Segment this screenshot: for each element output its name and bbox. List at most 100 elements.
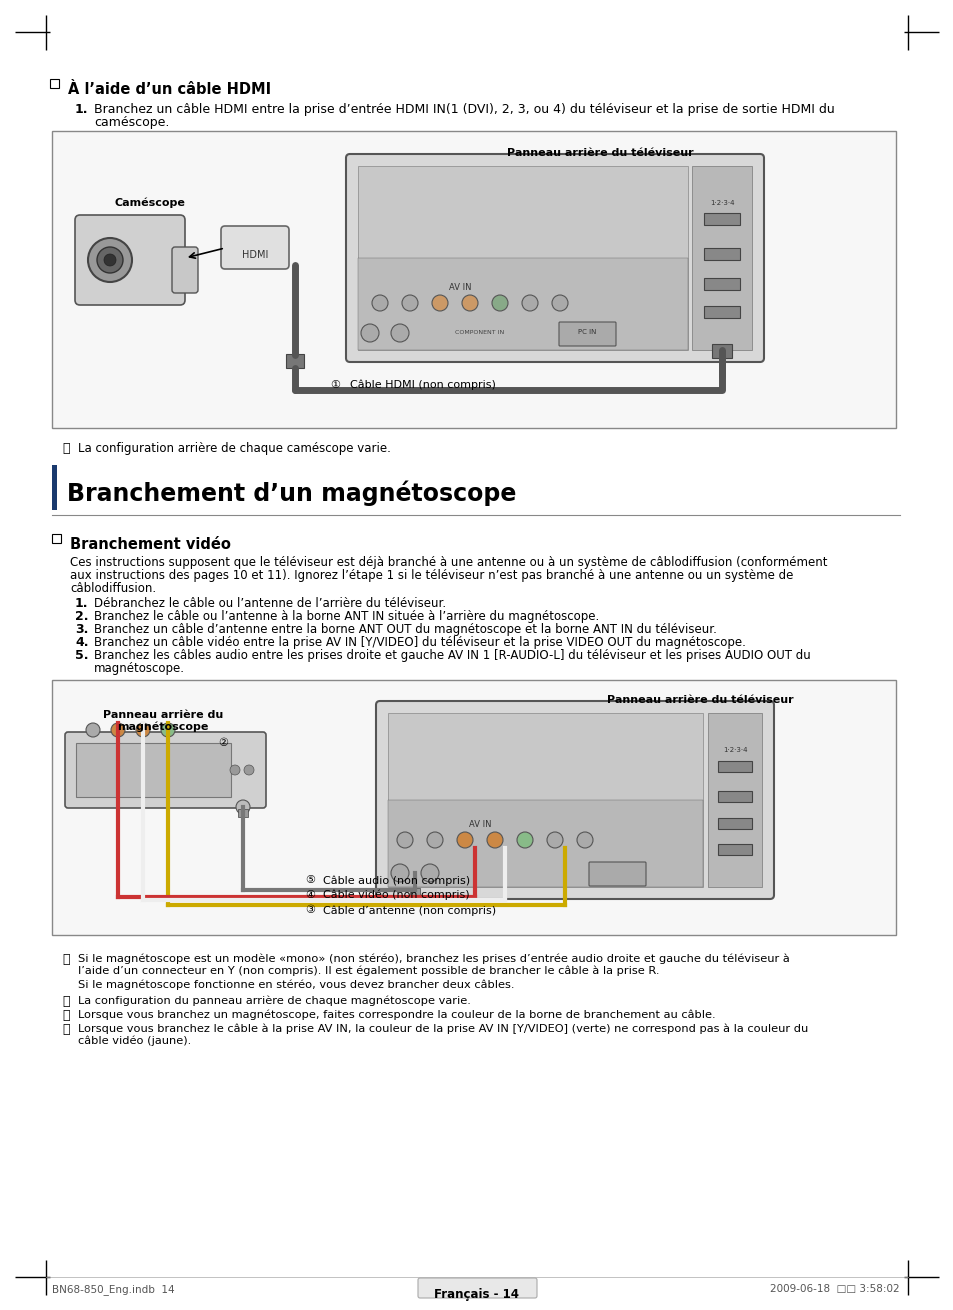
Text: aux instructions des pages 10 et 11). Ignorez l’étape 1 si le téléviseur n’est p: aux instructions des pages 10 et 11). Ig… bbox=[70, 569, 793, 582]
Text: Branchez les câbles audio entre les prises droite et gauche AV IN 1 [R-AUDIO-L] : Branchez les câbles audio entre les pris… bbox=[94, 648, 810, 662]
Circle shape bbox=[456, 832, 473, 848]
Bar bbox=[703, 307, 740, 318]
Bar bbox=[703, 278, 740, 290]
Text: ⑤: ⑤ bbox=[305, 875, 314, 886]
Circle shape bbox=[420, 865, 438, 882]
Text: 1.: 1. bbox=[75, 103, 89, 117]
Text: ⓜ: ⓜ bbox=[62, 441, 70, 455]
FancyBboxPatch shape bbox=[75, 215, 185, 305]
Circle shape bbox=[517, 832, 533, 848]
Text: ③: ③ bbox=[305, 905, 314, 914]
Text: magnétoscope.: magnétoscope. bbox=[94, 662, 185, 675]
Text: caméscope.: caméscope. bbox=[94, 117, 170, 128]
Bar bbox=[52, 534, 61, 544]
Bar bbox=[357, 166, 687, 350]
Text: Débranchez le câble ou l’antenne de l’arrière du téléviseur.: Débranchez le câble ou l’antenne de l’ar… bbox=[94, 597, 446, 610]
FancyBboxPatch shape bbox=[375, 701, 773, 899]
Bar bbox=[711, 345, 731, 358]
Circle shape bbox=[244, 765, 253, 776]
Text: Branchez un câble vidéo entre la prise AV IN [Y/VIDEO] du téléviseur et la prise: Branchez un câble vidéo entre la prise A… bbox=[94, 635, 745, 648]
Circle shape bbox=[552, 295, 567, 310]
Text: À l’aide d’un câble HDMI: À l’aide d’un câble HDMI bbox=[68, 83, 271, 97]
Text: Si le magnétoscope fonctionne en stéréo, vous devez brancher deux câbles.: Si le magnétoscope fonctionne en stéréo,… bbox=[78, 979, 514, 989]
Circle shape bbox=[235, 800, 250, 814]
Text: Lorsque vous branchez le câble à la prise AV IN, la couleur de la prise AV IN [Y: Lorsque vous branchez le câble à la pris… bbox=[78, 1023, 807, 1034]
Circle shape bbox=[230, 765, 240, 776]
Text: Câble audio (non compris): Câble audio (non compris) bbox=[323, 875, 470, 886]
Text: Branchez le câble ou l’antenne à la borne ANT IN située à l’arrière du magnétosc: Branchez le câble ou l’antenne à la born… bbox=[94, 610, 598, 624]
Bar bbox=[357, 258, 687, 350]
Text: 1·2·3·4: 1·2·3·4 bbox=[709, 200, 734, 206]
Text: l’aide d’un connecteur en Y (non compris). Il est également possible de brancher: l’aide d’un connecteur en Y (non compris… bbox=[78, 965, 659, 976]
Text: ⓜ: ⓜ bbox=[62, 996, 70, 1007]
Text: Ces instructions supposent que le téléviseur est déjà branché à une antenne ou à: Ces instructions supposent que le télévi… bbox=[70, 555, 826, 569]
Bar bbox=[52, 680, 895, 935]
Text: PC IN: PC IN bbox=[578, 329, 596, 335]
Bar bbox=[703, 214, 740, 225]
Bar bbox=[718, 791, 751, 802]
Bar bbox=[76, 743, 231, 796]
Circle shape bbox=[577, 832, 593, 848]
FancyBboxPatch shape bbox=[221, 227, 289, 269]
Text: Branchement vidéo: Branchement vidéo bbox=[70, 537, 231, 552]
Text: magnétoscope: magnétoscope bbox=[117, 722, 209, 732]
Text: Câble HDMI (non compris): Câble HDMI (non compris) bbox=[350, 380, 496, 390]
Text: 2.: 2. bbox=[75, 610, 89, 624]
FancyBboxPatch shape bbox=[65, 732, 266, 808]
Circle shape bbox=[546, 832, 562, 848]
Circle shape bbox=[486, 832, 502, 848]
FancyBboxPatch shape bbox=[588, 862, 645, 886]
Text: 5.: 5. bbox=[75, 648, 89, 662]
Text: ⓜ: ⓜ bbox=[62, 1023, 70, 1036]
Bar bbox=[718, 817, 751, 829]
FancyBboxPatch shape bbox=[417, 1279, 537, 1298]
Bar bbox=[388, 800, 702, 887]
Circle shape bbox=[111, 723, 125, 738]
Circle shape bbox=[521, 295, 537, 310]
Text: ⓜ: ⓜ bbox=[62, 952, 70, 965]
Bar bbox=[410, 888, 419, 896]
Text: Branchement d’un magnétoscope: Branchement d’un magnétoscope bbox=[67, 479, 516, 506]
Bar bbox=[388, 713, 702, 887]
Bar bbox=[237, 810, 248, 817]
Text: ④: ④ bbox=[305, 889, 314, 900]
Text: 4.: 4. bbox=[75, 635, 89, 648]
Text: Branchez un câble d’antenne entre la borne ANT OUT du magnétoscope et la borne A: Branchez un câble d’antenne entre la bor… bbox=[94, 624, 716, 635]
Text: Français - 14: Français - 14 bbox=[434, 1288, 519, 1301]
Circle shape bbox=[391, 865, 409, 882]
Circle shape bbox=[391, 324, 409, 342]
Text: Panneau arrière du téléviseur: Panneau arrière du téléviseur bbox=[606, 696, 793, 705]
Text: câblodiffusion.: câblodiffusion. bbox=[70, 582, 156, 595]
Text: HDMI: HDMI bbox=[241, 250, 268, 259]
Text: 1·2·3·4: 1·2·3·4 bbox=[722, 747, 746, 753]
Text: ⓜ: ⓜ bbox=[62, 1009, 70, 1022]
Circle shape bbox=[136, 723, 150, 738]
Circle shape bbox=[461, 295, 477, 310]
Bar bbox=[718, 761, 751, 772]
Bar bbox=[718, 844, 751, 855]
Circle shape bbox=[432, 295, 448, 310]
Text: 3.: 3. bbox=[75, 624, 89, 635]
Circle shape bbox=[86, 723, 100, 738]
Text: Branchez un câble HDMI entre la prise d’entrée HDMI IN(1 (DVI), 2, 3, ou 4) du t: Branchez un câble HDMI entre la prise d’… bbox=[94, 103, 834, 117]
Bar bbox=[707, 713, 761, 887]
Bar bbox=[52, 131, 895, 428]
FancyBboxPatch shape bbox=[346, 155, 763, 362]
Text: Panneau arrière du: Panneau arrière du bbox=[103, 710, 223, 721]
Circle shape bbox=[396, 832, 413, 848]
Text: La configuration du panneau arrière de chaque magnétoscope varie.: La configuration du panneau arrière de c… bbox=[78, 996, 471, 1006]
Circle shape bbox=[97, 248, 123, 272]
Circle shape bbox=[492, 295, 507, 310]
Bar bbox=[286, 354, 304, 368]
Text: 2009-06-18  □□ 3:58:02: 2009-06-18 □□ 3:58:02 bbox=[770, 1284, 899, 1294]
Bar bbox=[691, 166, 751, 350]
Circle shape bbox=[360, 324, 378, 342]
Bar bbox=[52, 465, 57, 510]
Circle shape bbox=[401, 295, 417, 310]
Text: AV IN: AV IN bbox=[448, 283, 471, 292]
Bar bbox=[703, 248, 740, 259]
Text: BN68-850_Eng.indb  14: BN68-850_Eng.indb 14 bbox=[52, 1284, 174, 1294]
Text: ①: ① bbox=[330, 380, 339, 390]
Text: Câble vidéo (non compris): Câble vidéo (non compris) bbox=[323, 889, 469, 900]
Text: Si le magnétoscope est un modèle «mono» (non stéréo), branchez les prises d’entr: Si le magnétoscope est un modèle «mono» … bbox=[78, 952, 789, 963]
